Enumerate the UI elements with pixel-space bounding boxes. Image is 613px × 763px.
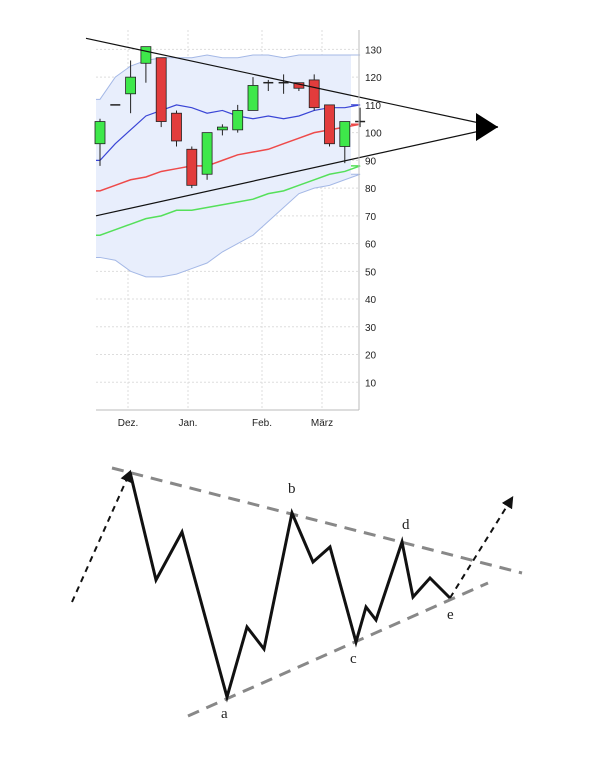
wave-label-c: c (350, 651, 357, 667)
y-tick-labels: 10 20 30 40 50 60 70 80 90 100 110 120 1… (365, 45, 382, 389)
y-tick-label: 90 (365, 156, 377, 167)
moving-average-green (96, 165, 361, 237)
y-tick-label: 120 (365, 73, 382, 84)
candle-body (232, 110, 244, 131)
candle-body (308, 79, 320, 109)
candlestick-chart: 10 20 30 40 50 60 70 80 90 100 110 120 1… (85, 30, 499, 429)
candle-body (140, 46, 152, 64)
wave-label-d: d (402, 517, 410, 533)
wave-label-b: b (288, 481, 296, 497)
candle-body (216, 126, 228, 131)
x-tick-label: Dez. (118, 418, 139, 429)
y-tick-label: 40 (365, 295, 377, 306)
candle-body (186, 148, 198, 186)
candle-body (247, 85, 259, 111)
lead-in-dashed-arrow (71, 469, 132, 603)
candle-body (94, 121, 106, 145)
lower-dashed-trendline (187, 581, 489, 718)
wave-label-e: e (447, 607, 454, 623)
chart-axes (96, 30, 360, 411)
y-tick-label: 60 (365, 240, 377, 251)
triangle-trendlines (85, 37, 499, 217)
triangle-wave-diagram: a b c d e (71, 466, 523, 722)
wave-path (128, 471, 452, 703)
y-tick-label: 100 (365, 129, 382, 140)
x-tick-label: März (311, 418, 333, 429)
candle-body (339, 121, 351, 147)
breakout-dashed-arrow (449, 495, 514, 599)
candle-body (201, 132, 213, 175)
x-tick-label: Feb. (252, 418, 272, 429)
y-tick-label: 110 (365, 101, 381, 112)
upper-trendline (85, 37, 499, 128)
candle-body (125, 76, 136, 95)
y-tick-label: 70 (365, 212, 377, 223)
wave-label-a: a (221, 706, 228, 722)
band-upper-line (96, 54, 361, 100)
y-tick-label: 20 (365, 351, 377, 362)
candle-body (324, 104, 335, 145)
candle-body (155, 57, 167, 122)
y-tick-label: 80 (365, 184, 377, 195)
upper-dashed-trendline (111, 466, 523, 575)
y-tick-label: 30 (365, 323, 377, 334)
x-tick-labels: Dez. Jan. Feb. März (118, 418, 333, 429)
y-tick-label: 50 (365, 267, 377, 278)
lower-trendline (95, 126, 499, 217)
candle-body (171, 112, 182, 142)
apex-arrowhead (476, 113, 498, 141)
band-lower-line (96, 173, 361, 278)
candles (94, 46, 366, 189)
y-tick-label: 130 (365, 45, 382, 56)
x-tick-label: Jan. (179, 418, 198, 429)
y-tick-label: 10 (365, 378, 377, 389)
